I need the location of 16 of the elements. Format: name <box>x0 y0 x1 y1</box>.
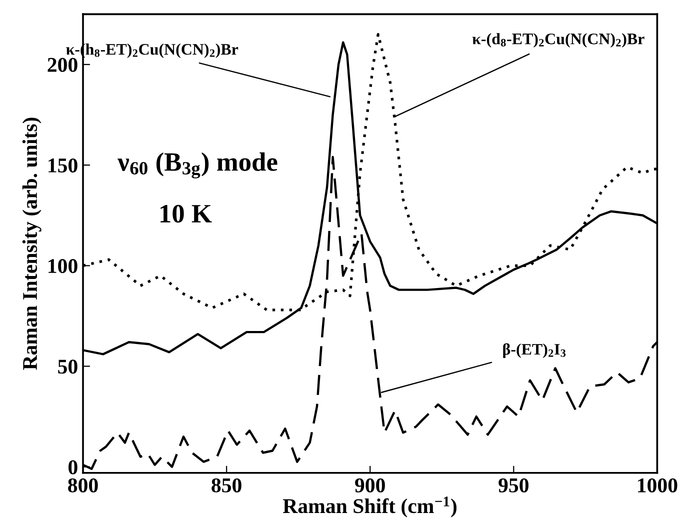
x-tick-label: 1000 <box>638 478 678 492</box>
x-tick-label: 800 <box>68 478 98 492</box>
x-tick-label: 950 <box>498 478 528 492</box>
annotation: 10 K <box>160 204 212 223</box>
annotation: κ-(d$_{8}$-ET)$_{2}$Cu(N(CN)$_{2}$)Br <box>472 33 644 48</box>
y-tick-label: 200 <box>48 58 78 72</box>
x-tick-label: 850 <box>212 478 242 492</box>
y-tick-label: 100 <box>48 259 78 274</box>
x-tick-label: 900 <box>355 478 385 492</box>
y-axis-title: Raman Intensity (arb. units) <box>22 118 42 370</box>
y-tick-label: 0 <box>68 460 78 474</box>
y-tick-label: 50 <box>58 360 78 374</box>
x-axis-title: Raman Shift (cm$^{−1}$) <box>282 496 456 518</box>
annotation: ν$_{60}$ (B$_{3g}$) mode <box>118 152 278 178</box>
y-tick-label: 150 <box>48 158 78 173</box>
annotation: β-(ET)$_{2}$I$_{3}$ <box>503 343 566 358</box>
